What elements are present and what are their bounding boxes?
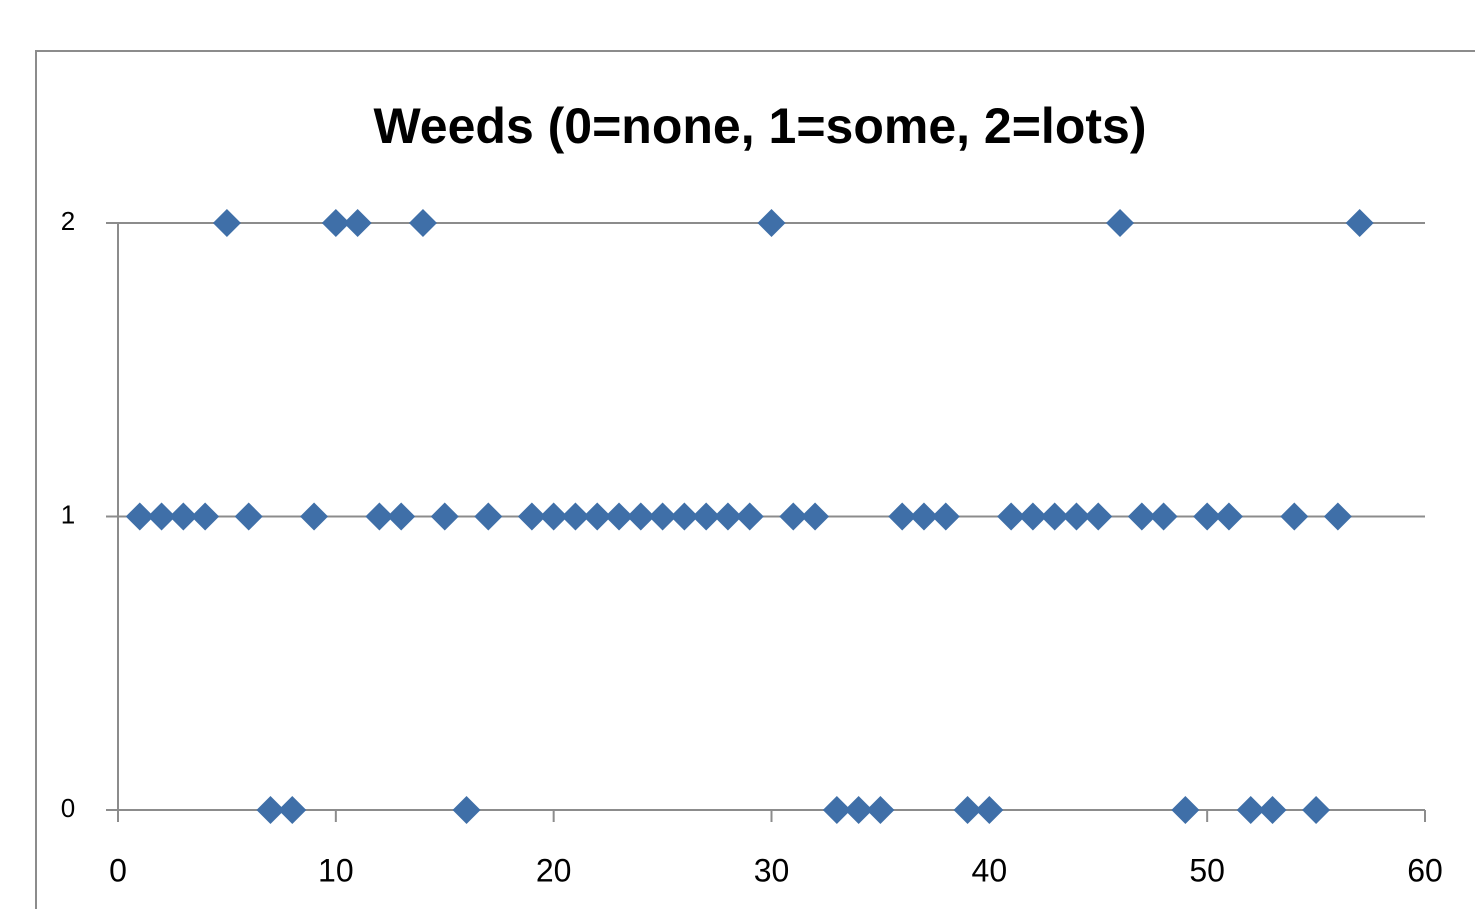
marker <box>1018 502 1047 531</box>
marker <box>713 502 742 531</box>
marker <box>670 502 699 531</box>
marker <box>365 502 394 531</box>
marker <box>997 502 1026 531</box>
marker <box>866 796 895 824</box>
marker <box>191 502 220 531</box>
marker <box>343 209 372 237</box>
marker <box>1127 502 1156 531</box>
marker <box>1280 502 1309 531</box>
marker <box>408 209 437 237</box>
marker <box>474 502 503 531</box>
marker <box>125 502 154 531</box>
marker <box>801 502 830 531</box>
marker <box>757 209 786 237</box>
marker <box>147 502 176 531</box>
marker <box>692 502 721 531</box>
chart-frame <box>35 50 1475 909</box>
marker <box>1171 796 1200 824</box>
marker <box>300 502 329 531</box>
marker <box>1040 502 1069 531</box>
marker <box>517 502 546 531</box>
x-tick-label: 40 <box>972 852 1008 888</box>
marker <box>931 502 960 531</box>
marker <box>1323 502 1352 531</box>
x-tick-label: 0 <box>109 852 127 888</box>
marker <box>278 796 307 824</box>
marker <box>605 502 634 531</box>
marker <box>735 502 764 531</box>
marker <box>256 796 285 824</box>
marker <box>888 502 917 531</box>
marker <box>561 502 590 531</box>
x-tick-label: 20 <box>536 852 572 888</box>
marker <box>1062 502 1091 531</box>
marker <box>1106 209 1135 237</box>
marker <box>387 502 416 531</box>
marker <box>583 502 612 531</box>
marker <box>1236 796 1265 824</box>
marker <box>1149 502 1178 531</box>
marker <box>1084 502 1113 531</box>
marker <box>822 796 851 824</box>
x-tick-label: 10 <box>318 852 354 888</box>
marker <box>1214 502 1243 531</box>
marker <box>1258 796 1287 824</box>
y-tick-label: 0 <box>61 793 75 823</box>
x-tick-label: 30 <box>754 852 790 888</box>
marker <box>648 502 677 531</box>
marker <box>953 796 982 824</box>
marker <box>779 502 808 531</box>
y-tick-label: 2 <box>61 206 75 236</box>
marker <box>212 209 241 237</box>
marker <box>169 502 198 531</box>
marker <box>626 502 655 531</box>
marker <box>844 796 873 824</box>
marker <box>452 796 481 824</box>
marker <box>1345 209 1374 237</box>
chart-title: Weeds (0=none, 1=some, 2=lots) <box>374 98 1147 154</box>
x-tick-label: 50 <box>1189 852 1225 888</box>
y-tick-label: 1 <box>61 499 75 529</box>
marker <box>430 502 459 531</box>
marker <box>1302 796 1331 824</box>
x-tick-label: 60 <box>1407 852 1443 888</box>
marker <box>234 502 263 531</box>
marker <box>909 502 938 531</box>
marker <box>539 502 568 531</box>
marker <box>975 796 1004 824</box>
marker <box>321 209 350 237</box>
marker <box>1193 502 1222 531</box>
